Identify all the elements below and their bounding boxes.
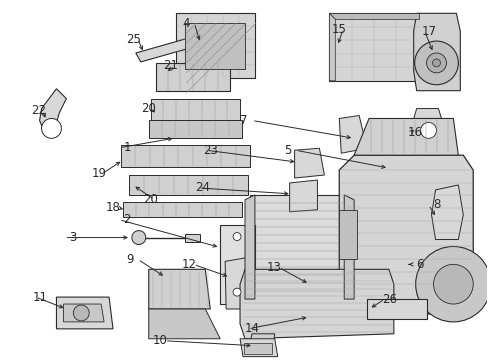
Polygon shape <box>129 175 247 195</box>
Text: 20: 20 <box>141 102 155 115</box>
Polygon shape <box>121 145 249 167</box>
Text: 12: 12 <box>181 258 196 271</box>
Polygon shape <box>249 195 344 299</box>
Text: 14: 14 <box>244 322 259 336</box>
Circle shape <box>73 305 89 321</box>
Text: 9: 9 <box>126 253 133 266</box>
Circle shape <box>420 122 436 138</box>
Polygon shape <box>366 299 426 319</box>
Text: 23: 23 <box>203 144 218 157</box>
Text: 3: 3 <box>69 231 76 244</box>
Text: 15: 15 <box>331 23 346 36</box>
Polygon shape <box>148 309 220 339</box>
Polygon shape <box>185 23 244 69</box>
Text: 22: 22 <box>31 104 45 117</box>
Text: 7: 7 <box>240 114 247 127</box>
Polygon shape <box>411 109 443 142</box>
Polygon shape <box>339 155 472 314</box>
Polygon shape <box>40 89 66 132</box>
Polygon shape <box>328 13 418 19</box>
Circle shape <box>233 233 241 240</box>
Text: 18: 18 <box>106 201 121 214</box>
Text: 26: 26 <box>381 293 396 306</box>
Text: 21: 21 <box>163 59 177 72</box>
Text: 20: 20 <box>142 193 157 206</box>
Polygon shape <box>150 99 240 121</box>
Polygon shape <box>240 269 393 339</box>
Circle shape <box>432 59 440 67</box>
Polygon shape <box>220 225 254 304</box>
Text: 16: 16 <box>407 126 422 139</box>
Polygon shape <box>240 339 277 357</box>
Polygon shape <box>136 36 200 62</box>
Polygon shape <box>339 116 366 153</box>
Text: 13: 13 <box>266 261 281 274</box>
Polygon shape <box>148 121 242 138</box>
Polygon shape <box>328 13 418 81</box>
Polygon shape <box>63 304 104 322</box>
Polygon shape <box>413 13 459 91</box>
Polygon shape <box>294 148 324 178</box>
Text: 6: 6 <box>415 258 423 271</box>
Polygon shape <box>344 195 353 299</box>
Circle shape <box>433 264 472 304</box>
Circle shape <box>415 247 488 322</box>
Text: 19: 19 <box>91 167 106 180</box>
Circle shape <box>414 41 457 85</box>
Text: 5: 5 <box>283 144 290 157</box>
Text: 24: 24 <box>195 181 210 194</box>
Polygon shape <box>155 63 230 91</box>
Polygon shape <box>353 118 457 155</box>
Circle shape <box>41 118 61 138</box>
Text: 11: 11 <box>33 291 47 303</box>
Text: 2: 2 <box>123 213 131 226</box>
Text: 25: 25 <box>126 33 141 46</box>
Text: 8: 8 <box>432 198 440 211</box>
Polygon shape <box>431 185 462 239</box>
Polygon shape <box>56 297 113 329</box>
Polygon shape <box>175 13 254 78</box>
Polygon shape <box>122 202 242 217</box>
Polygon shape <box>339 210 356 260</box>
Polygon shape <box>289 180 317 212</box>
Circle shape <box>233 288 241 296</box>
Polygon shape <box>328 13 335 81</box>
Polygon shape <box>185 234 200 242</box>
Polygon shape <box>244 195 254 299</box>
Circle shape <box>426 53 446 73</box>
Polygon shape <box>247 334 274 354</box>
Polygon shape <box>224 257 249 309</box>
Polygon shape <box>148 269 210 309</box>
Text: 10: 10 <box>152 334 167 347</box>
Text: 17: 17 <box>421 24 436 38</box>
Polygon shape <box>244 343 271 354</box>
Text: 4: 4 <box>182 17 190 30</box>
Text: 1: 1 <box>123 141 131 154</box>
Circle shape <box>132 231 145 244</box>
